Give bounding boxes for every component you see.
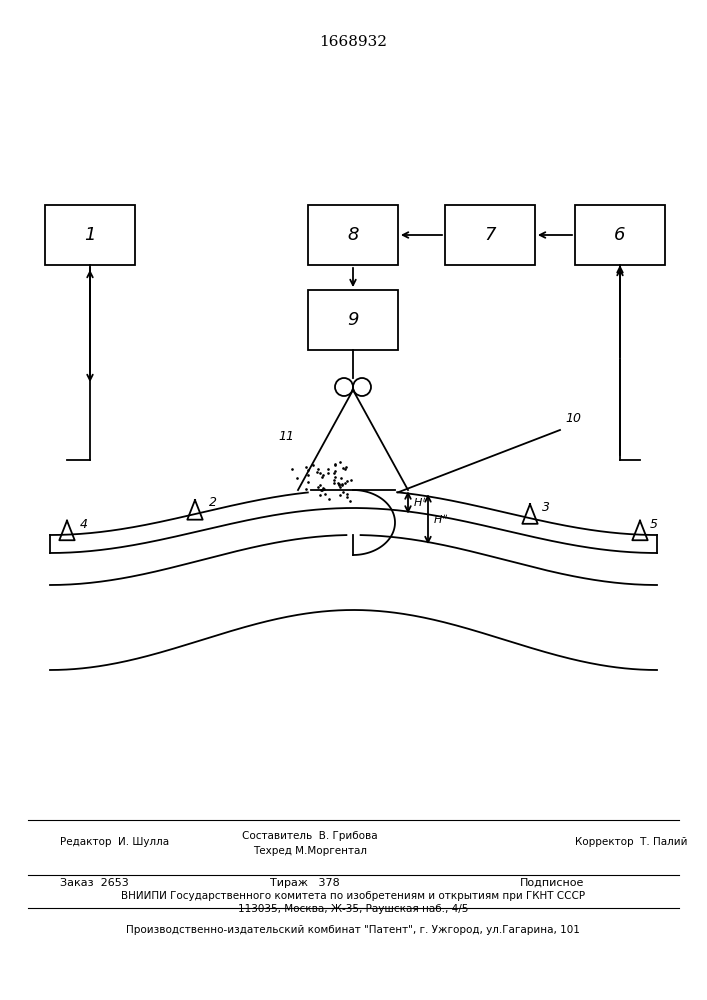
Text: Корректор  Т. Палий: Корректор Т. Палий — [575, 837, 687, 847]
Text: $H''$: $H''$ — [433, 513, 448, 526]
Text: Редактор  И. Шулла: Редактор И. Шулла — [60, 837, 169, 847]
Text: 10: 10 — [565, 412, 581, 425]
Text: 5: 5 — [650, 518, 658, 531]
Text: Производственно-издательский комбинат "Патент", г. Ужгород, ул.Гагарина, 101: Производственно-издательский комбинат "П… — [126, 925, 580, 935]
Text: 2: 2 — [209, 496, 217, 509]
Text: 4: 4 — [80, 518, 88, 531]
Text: ВНИИПИ Государственного комитета по изобретениям и открытиям при ГКНТ СССР: ВНИИПИ Государственного комитета по изоб… — [121, 891, 585, 901]
Bar — [308, 205, 398, 265]
Text: Заказ  2653: Заказ 2653 — [60, 878, 129, 888]
Text: 1668932: 1668932 — [319, 35, 387, 49]
Text: Подписное: Подписное — [520, 878, 585, 888]
Text: Тираж   378: Тираж 378 — [270, 878, 340, 888]
Text: 1: 1 — [84, 226, 95, 244]
Text: Техред М.Моргентал: Техред М.Моргентал — [253, 846, 367, 856]
Bar — [45, 205, 135, 265]
Text: $H'$: $H'$ — [413, 496, 426, 509]
Text: 9: 9 — [347, 311, 358, 329]
Text: 11: 11 — [278, 430, 294, 443]
Text: 7: 7 — [484, 226, 496, 244]
Text: 8: 8 — [347, 226, 358, 244]
Text: 3: 3 — [542, 501, 550, 514]
Bar — [575, 205, 665, 265]
Bar — [445, 205, 535, 265]
Text: Составитель  В. Грибова: Составитель В. Грибова — [243, 831, 378, 841]
Text: 113035, Москва, Ж-35, Раушская наб., 4/5: 113035, Москва, Ж-35, Раушская наб., 4/5 — [238, 904, 468, 914]
Text: 6: 6 — [614, 226, 626, 244]
Bar — [308, 290, 398, 350]
